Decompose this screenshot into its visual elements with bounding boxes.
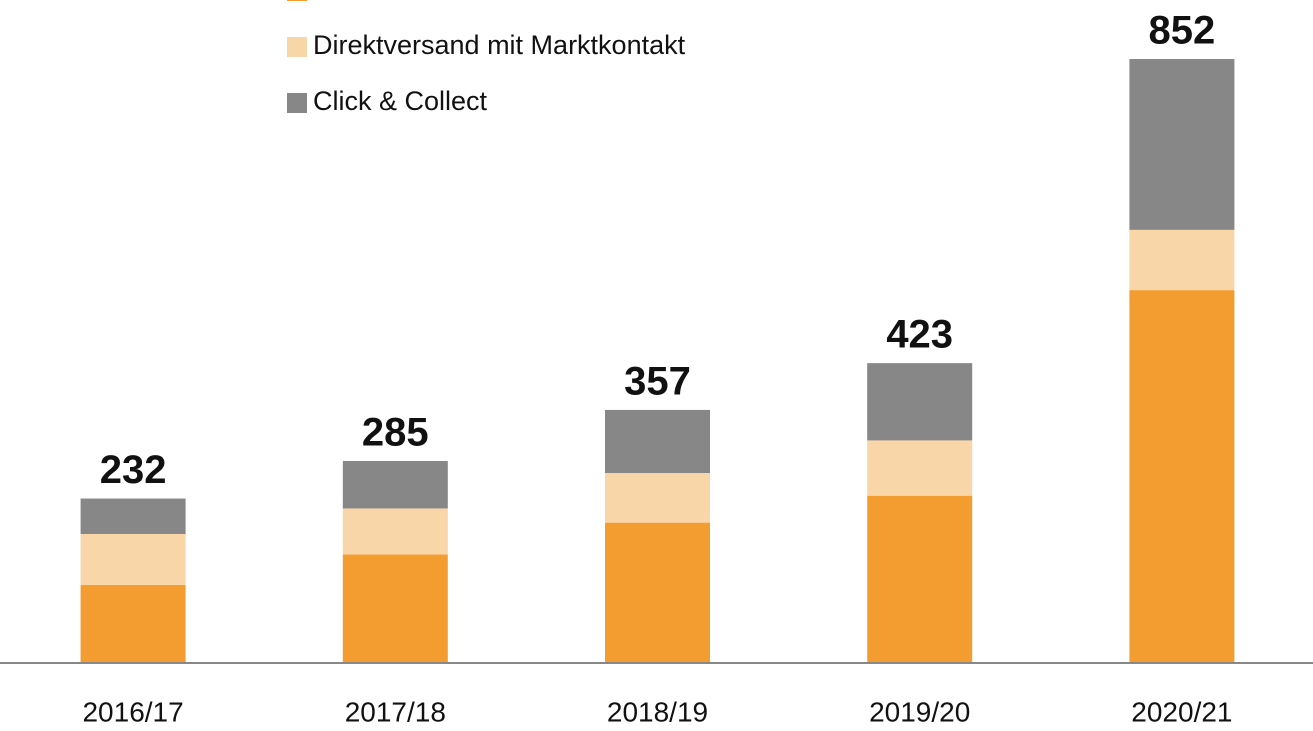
- bar-segment: [80, 533, 186, 586]
- x-tick-label: 2017/18: [345, 696, 446, 727]
- bar-segment: [80, 585, 186, 663]
- bar-segment: [605, 473, 710, 523]
- total-label: 357: [624, 359, 691, 403]
- bar-segment: [342, 460, 448, 509]
- x-tick-label: 2020/21: [1131, 696, 1232, 727]
- x-tick-label: 2016/17: [82, 696, 183, 727]
- legend-label: Click & Collect: [313, 86, 488, 116]
- bar-segment: [605, 409, 710, 474]
- bar-segment: [80, 498, 186, 534]
- legend-label: Direktversand mit Marktkontakt: [313, 30, 686, 60]
- total-label: 852: [1149, 9, 1216, 53]
- legend-swatch: [287, 93, 307, 113]
- bar-segment: [867, 363, 973, 441]
- legend-swatch: [287, 37, 307, 57]
- bar-segment: [342, 508, 448, 555]
- bar-segment: [1129, 290, 1235, 663]
- total-label: 423: [886, 313, 953, 357]
- bar-segment: [605, 522, 710, 663]
- legend-swatch: [287, 0, 307, 1]
- bar-segment: [867, 440, 973, 496]
- total-label: 285: [362, 411, 429, 455]
- bar-segment: [1129, 229, 1235, 291]
- legend-label: Direktversand ohne Marktkontakt: [313, 0, 710, 4]
- bar-segment: [867, 495, 973, 663]
- x-tick-label: 2018/19: [607, 696, 708, 727]
- x-tick-label: 2019/20: [869, 696, 970, 727]
- bar-segment: [1129, 59, 1235, 230]
- bar-segment: [342, 554, 448, 663]
- total-label: 232: [100, 448, 167, 492]
